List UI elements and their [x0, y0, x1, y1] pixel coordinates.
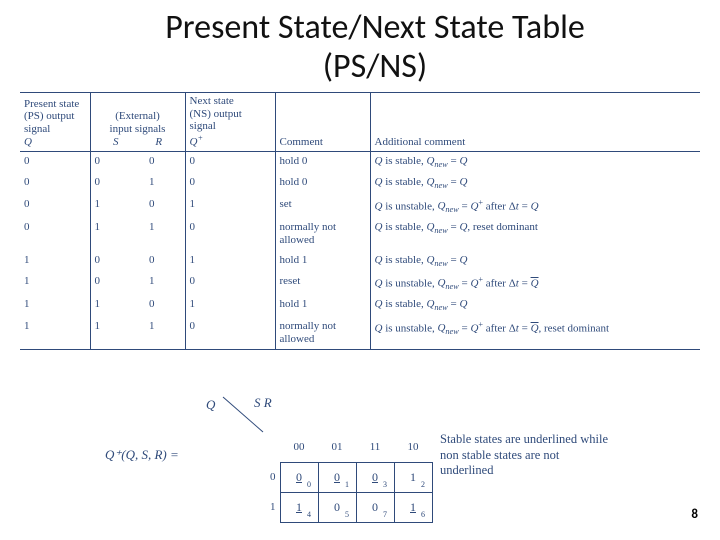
table-cell: 0	[90, 251, 145, 272]
table-cell: Q is stable, Qnew = Q	[370, 173, 700, 194]
page-number: 8	[691, 507, 698, 522]
table-cell: 1	[90, 295, 145, 316]
table-body: 0000hold 0Q is stable, Qnew = Q0010hold …	[20, 152, 700, 350]
table-cell: 1	[185, 295, 275, 316]
kmap-grid: 00011110000010312114050716	[262, 432, 433, 523]
kmap-lhs: Q⁺(Q, S, R) =	[105, 447, 179, 463]
table-cell: Q is unstable, Qnew = Q+ after Δt = Q	[370, 195, 700, 219]
kmap-col-label: 01	[318, 432, 356, 462]
table-cell: Q is unstable, Qnew = Q+ after Δt = Q, r…	[370, 317, 700, 350]
table-cell: 1	[185, 251, 275, 272]
table-cell: 0	[185, 173, 275, 194]
table-row: 1101hold 1Q is stable, Qnew = Q	[20, 295, 700, 316]
kmap-cell: 16	[394, 492, 432, 522]
table-cell: hold 0	[275, 173, 370, 194]
table-cell: set	[275, 195, 370, 219]
kmap-cell: 12	[394, 462, 432, 492]
table-cell: normally notallowed	[275, 218, 370, 250]
kmap-region: Q⁺(Q, S, R) = Q S R 00011110000010312114…	[105, 392, 665, 522]
table-cell: reset	[275, 272, 370, 296]
table-cell: 0	[90, 152, 145, 174]
table-cell: hold 1	[275, 251, 370, 272]
title-line-2: (PS/NS)	[323, 46, 428, 87]
kmap-row-label: 1	[262, 492, 280, 522]
table-cell: 1	[90, 218, 145, 250]
hdr-addl: Additional comment	[370, 93, 700, 152]
table-cell: 1	[90, 317, 145, 350]
table-cell: 1	[145, 218, 185, 250]
table-cell: Q is stable, Qnew = Q	[370, 251, 700, 272]
table-cell: 0	[20, 173, 90, 194]
table-cell: Q is stable, Qnew = Q, reset dominant	[370, 218, 700, 250]
table-cell: 1	[20, 317, 90, 350]
table-cell: 1	[90, 195, 145, 219]
kmap-note: Stable states are underlined while non s…	[440, 432, 615, 479]
table-cell: 1	[145, 317, 185, 350]
slide: Present State/Next State Table (PS/NS) P…	[0, 0, 720, 540]
kmap-col-label: 00	[280, 432, 318, 462]
hdr-ns: Next state (NS) output signal Q+	[185, 93, 275, 152]
table-row: 0101setQ is unstable, Qnew = Q+ after Δt…	[20, 195, 700, 219]
table-cell: 0	[145, 152, 185, 174]
kmap-cell: 14	[280, 492, 318, 522]
table-cell: 0	[90, 173, 145, 194]
table-cell: Q is unstable, Qnew = Q+ after Δt = Q	[370, 272, 700, 296]
table-cell: 0	[185, 272, 275, 296]
kmap-col-label: 11	[356, 432, 394, 462]
table-cell: 0	[145, 295, 185, 316]
table-cell: 1	[20, 295, 90, 316]
table-row: 1001hold 1Q is stable, Qnew = Q	[20, 251, 700, 272]
hdr-ext: (External) input signals S R	[90, 93, 185, 152]
title-line-1: Present State/Next State Table	[165, 7, 585, 48]
table-cell: Q is stable, Qnew = Q	[370, 152, 700, 174]
kmap-q-label: Q	[206, 397, 215, 413]
hdr-ps: Present state (PS) output signal Q	[20, 93, 90, 152]
kmap-col-label: 10	[394, 432, 432, 462]
kmap-cell: 07	[356, 492, 394, 522]
table-cell: 0	[20, 218, 90, 250]
table-row: 1110normally notallowedQ is unstable, Qn…	[20, 317, 700, 350]
table-cell: normally notallowed	[275, 317, 370, 350]
table-row: 0000hold 0Q is stable, Qnew = Q	[20, 152, 700, 174]
main-table: Present state (PS) output signal Q (Exte…	[20, 92, 700, 350]
table-cell: hold 0	[275, 152, 370, 174]
table-row: 0010hold 0Q is stable, Qnew = Q	[20, 173, 700, 194]
table-cell: 0	[185, 218, 275, 250]
table-cell: 1	[20, 272, 90, 296]
table-cell: 0	[20, 195, 90, 219]
kmap-cell: 03	[356, 462, 394, 492]
table-cell: 0	[90, 272, 145, 296]
kmap-cell: 05	[318, 492, 356, 522]
table-row: 1010resetQ is unstable, Qnew = Q+ after …	[20, 272, 700, 296]
slide-title: Present State/Next State Table (PS/NS)	[60, 8, 690, 86]
kmap-diagonal	[218, 395, 273, 433]
table-cell: 0	[185, 152, 275, 174]
kmap-cell: 01	[318, 462, 356, 492]
table-cell: Q is stable, Qnew = Q	[370, 295, 700, 316]
table-cell: hold 1	[275, 295, 370, 316]
kmap-row-label: 0	[262, 462, 280, 492]
table-cell: 0	[145, 251, 185, 272]
table-cell: 0	[145, 195, 185, 219]
table-cell: 1	[20, 251, 90, 272]
state-table: Present state (PS) output signal Q (Exte…	[20, 92, 700, 350]
kmap-cell: 00	[280, 462, 318, 492]
hdr-comment: Comment	[275, 93, 370, 152]
table-row: 0110normally notallowedQ is stable, Qnew…	[20, 218, 700, 250]
table-cell: 1	[145, 173, 185, 194]
table-cell: 0	[185, 317, 275, 350]
table-cell: 0	[20, 152, 90, 174]
table-cell: 1	[185, 195, 275, 219]
table-cell: 1	[145, 272, 185, 296]
